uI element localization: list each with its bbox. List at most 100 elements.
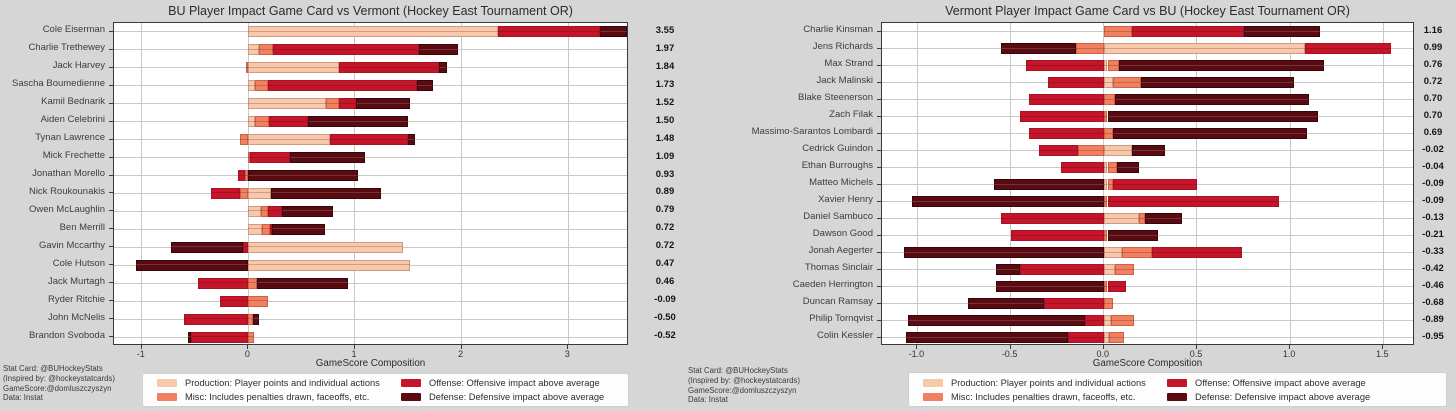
bar-segment-production: [1103, 264, 1116, 275]
gamescore-value-label: 0.79: [655, 204, 675, 216]
credit-line: Stat Card: @BUHockeyStats: [688, 366, 788, 375]
bar-segment-misc: [1103, 128, 1114, 139]
gamescore-value-label: -0.52: [654, 330, 676, 342]
x-gridline: [1382, 23, 1384, 344]
y-tick-mark: [877, 336, 881, 338]
plot-area: [881, 22, 1414, 345]
bar-segment-defense: [911, 196, 1104, 207]
x-gridline: [141, 23, 143, 344]
bar-segment-misc: [1107, 179, 1114, 190]
player-label: Blake Steenerson: [798, 92, 873, 103]
y-tick-mark: [877, 302, 881, 304]
bar-segment-misc: [246, 62, 249, 74]
gamescore-value-label: -0.50: [654, 312, 676, 324]
y-gridline: [882, 337, 1413, 338]
y-tick-mark: [109, 156, 113, 158]
legend-item-misc: Misc: Includes penalties drawn, faceoffs…: [157, 392, 401, 402]
gamescore-value-label: 0.47: [655, 258, 675, 270]
bar-segment-misc: [259, 44, 273, 56]
player-label: Ethan Burroughs: [801, 160, 873, 171]
bar-segment-production: [248, 44, 259, 56]
y-gridline: [882, 320, 1413, 321]
gamescore-value-label: -0.09: [1422, 177, 1444, 189]
bar-segment-misc: [248, 277, 257, 289]
x-gridline: [567, 23, 569, 344]
bar-segment-offense: [338, 62, 440, 74]
x-tick-label: -1.0: [908, 349, 925, 359]
defense-swatch-icon: [401, 393, 421, 401]
bar-segment-production: [1103, 60, 1108, 71]
bar-segment-offense: [211, 187, 240, 199]
player-label: Cedrick Guindon: [802, 143, 873, 154]
bar-segment-misc: [1103, 281, 1108, 292]
y-tick-mark: [877, 98, 881, 100]
bar-segment-offense: [497, 26, 601, 38]
y-tick-mark: [877, 81, 881, 83]
bar-segment-defense: [1243, 26, 1321, 37]
chart-title: BU Player Impact Game Card vs Vermont (H…: [168, 4, 573, 18]
x-tick-mark: [1195, 345, 1197, 349]
gamescore-value-label: -0.04: [1422, 160, 1444, 172]
y-tick-mark: [877, 115, 881, 117]
y-tick-mark: [877, 268, 881, 270]
gamescore-value-label: 1.97: [655, 42, 675, 54]
bar-segment-defense: [1114, 94, 1309, 105]
bar-segment-defense: [904, 247, 1105, 258]
y-gridline: [114, 157, 627, 159]
player-label: Sascha Boumedienne: [12, 78, 105, 90]
y-tick-mark: [877, 47, 881, 49]
bar-segment-offense: [1019, 264, 1104, 275]
gamescore-value-label: -0.09: [1422, 194, 1444, 206]
player-label: Xavier Henry: [818, 194, 873, 205]
bar-segment-misc: [1113, 77, 1142, 88]
bar-segment-misc: [248, 152, 251, 164]
player-label: Gavin Mccarthy: [39, 239, 105, 251]
bar-segment-misc: [239, 187, 249, 199]
x-tick-mark: [140, 345, 142, 349]
bar-segment-defense: [289, 152, 365, 164]
bar-segment-offense: [243, 241, 249, 253]
legend-item-defense: Defense: Defensive impact above average: [401, 392, 604, 402]
bar-segment-defense: [1113, 128, 1307, 139]
bar-segment-misc: [1107, 60, 1119, 71]
y-tick-mark: [877, 217, 881, 219]
y-gridline: [114, 282, 627, 284]
bar-segment-defense: [308, 116, 409, 128]
bar-segment-misc: [1103, 196, 1108, 207]
bar-segment-offense: [237, 170, 246, 182]
bar-segment-production: [1103, 247, 1123, 258]
player-label: Owen McLaughlin: [28, 203, 105, 215]
bar-segment-offense: [184, 313, 249, 325]
player-label: Mick Frechette: [42, 150, 105, 162]
x-gridline: [354, 23, 356, 344]
x-tick-mark: [1289, 345, 1291, 349]
gamescore-value-label: 0.72: [655, 240, 675, 252]
misc-swatch-icon: [923, 392, 943, 401]
bar-segment-defense: [416, 80, 433, 92]
bar-segment-offense: [268, 116, 309, 128]
bar-segment-defense: [967, 298, 1045, 309]
legend-label: Production: Player points and individual…: [185, 378, 380, 388]
bar-segment-misc: [1139, 213, 1145, 224]
player-label: Jonah Aegerter: [808, 245, 873, 256]
gamescore-value-label: 1.09: [655, 150, 675, 162]
gamescore-value-label: 0.70: [1423, 109, 1443, 121]
player-label: Tynan Lawrence: [35, 132, 105, 144]
bar-segment-defense: [906, 332, 1069, 343]
y-tick-mark: [109, 120, 113, 122]
bar-segment-offense: [1010, 230, 1104, 241]
bar-segment-offense: [1047, 77, 1104, 88]
player-label: Cole Eiserman: [42, 24, 105, 36]
gamescore-value-label: 0.89: [655, 186, 675, 198]
bar-segment-production: [248, 223, 263, 235]
bar-segment-misc: [1103, 298, 1114, 309]
y-tick-mark: [109, 30, 113, 32]
plot-area: [113, 22, 628, 345]
player-label: Zach Filak: [829, 109, 873, 120]
gamescore-value-label: 1.16: [1423, 24, 1443, 36]
y-tick-mark: [877, 183, 881, 185]
player-label: Kamil Bednarik: [41, 96, 105, 108]
bar-segment-offense: [267, 80, 418, 92]
defense-swatch-icon: [1167, 392, 1187, 401]
